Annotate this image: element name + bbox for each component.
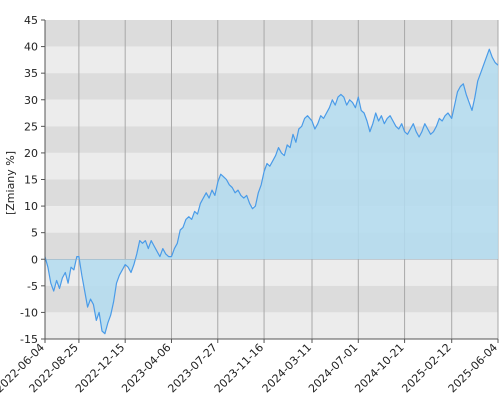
y-tick-label: 30	[24, 94, 38, 107]
y-tick-label: -10	[20, 306, 38, 319]
y-tick-label: 35	[24, 67, 38, 80]
background-band	[45, 312, 498, 339]
background-band	[45, 46, 498, 74]
background-band	[45, 20, 498, 47]
y-axis: 45 40 35 30 25 20 15 10 5 0 -5 -10 -15	[20, 14, 46, 346]
background-band	[45, 285, 498, 313]
y-tick-label: -15	[20, 333, 38, 346]
y-tick-label: 25	[24, 120, 38, 133]
series-layer	[44, 48, 499, 335]
background-band	[45, 73, 498, 100]
series-area	[45, 49, 498, 334]
y-tick-label: 0	[31, 253, 38, 266]
y-tick-label: -5	[27, 280, 38, 293]
y-tick-label: 5	[31, 227, 38, 240]
background-band	[45, 99, 498, 127]
y-tick-label: 40	[24, 41, 38, 54]
x-tick-label: 2024-10-21	[352, 341, 406, 395]
series-line	[44, 48, 499, 335]
y-tick-label: 10	[24, 200, 38, 213]
x-tick-label: 2023-11-16	[212, 341, 266, 395]
x-axis: 2022-06-042022-08-252022-12-152023-04-06…	[0, 338, 500, 395]
x-tick-label: 2025-06-04	[446, 341, 500, 395]
y-tick-label: 15	[24, 174, 38, 187]
y-tick-label: 20	[24, 147, 38, 160]
y-tick-label: 45	[24, 14, 38, 27]
y-axis-label: [Zmiany %]	[4, 151, 17, 215]
